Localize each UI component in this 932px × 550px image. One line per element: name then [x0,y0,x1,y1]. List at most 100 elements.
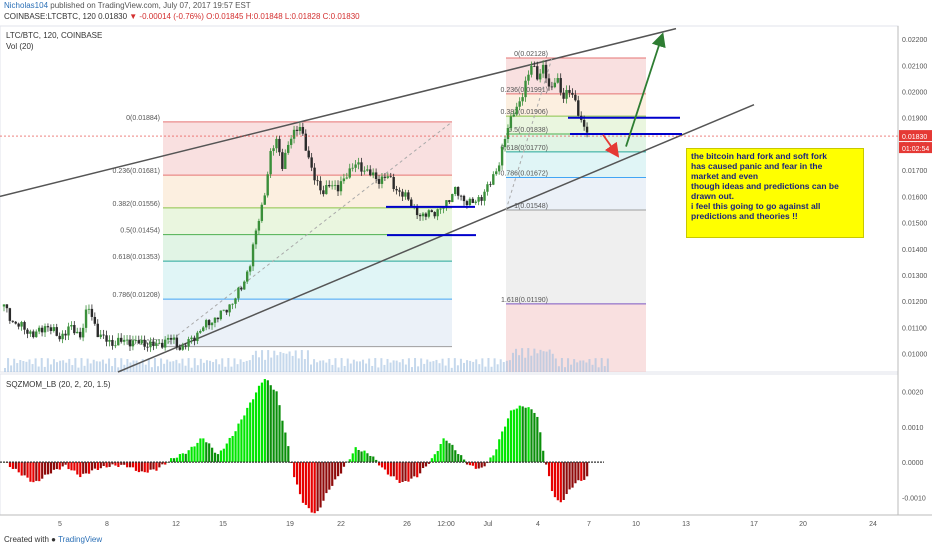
momentum-tick-label: 0.0020 [902,390,924,397]
momentum-bar [413,462,416,477]
time-tick-label: 5 [58,521,62,528]
candle-body [58,335,61,340]
momentum-bar [501,431,504,463]
volume-bar [52,359,55,372]
volume-bar [62,360,65,372]
candle-body [228,304,231,313]
volume-bar [557,366,560,372]
momentum-bar [421,462,425,469]
candle-body [222,309,225,311]
candle-body [316,180,319,182]
momentum-bar [90,462,94,471]
momentum-bar [249,402,252,463]
momentum-bar [131,462,135,468]
momentum-bar [17,462,20,473]
candle-body [289,138,293,145]
candle-body [421,213,425,217]
momentum-bar [49,462,53,474]
momentum-bar [539,432,542,463]
momentum-bar [64,462,67,465]
volume-bar [554,358,557,372]
volume-bar [316,362,319,372]
momentum-bar [35,462,38,481]
volume-bar [407,358,410,372]
momentum-bar [331,462,334,486]
momentum-bar [430,458,433,463]
momentum-bar [378,462,381,466]
volume-bar [80,358,83,372]
volume-bar [65,362,68,372]
momentum-tick-label: 0.0010 [902,425,924,432]
momentum-bar [205,442,208,463]
momentum-bar [383,462,387,470]
indicator-label: SQZMOM_LB (20, 2, 20, 1.5) [6,380,111,389]
momentum-bar [524,407,527,463]
candle-body [550,86,554,88]
volume-bar [334,358,337,372]
price-tick-label: 0.01300 [902,273,927,280]
candle-body [20,322,23,327]
momentum-bar [389,462,392,477]
author-link[interactable]: Nicholas104 [4,1,49,10]
volume-bar [368,358,371,372]
volume-bar [111,366,114,372]
volume-bar [337,367,340,372]
momentum-bar [85,462,88,474]
momentum-bar [498,439,501,463]
time-tick-label: Jul [484,521,493,528]
price-tick-label: 0.02200 [902,37,927,44]
momentum-bar [401,462,404,482]
volume-bar [591,364,594,372]
candle-body [158,342,161,344]
volume-bar [291,355,294,372]
volume-bar [276,355,279,372]
momentum-bar [556,462,559,501]
volume-bar [551,353,554,372]
momentum-bar [310,462,313,513]
volume-bar [478,364,481,372]
candle-body [190,337,193,340]
candle-body [196,332,199,342]
candle-body [509,116,513,129]
momentum-bar [190,446,193,463]
candle-body [8,308,12,321]
time-tick-label: 17 [750,521,758,528]
candle-body [149,341,152,348]
momentum-bar [559,462,562,503]
note-line: i feel this going to go against all [691,201,821,211]
momentum-bar [246,407,249,463]
volume-bar [261,350,264,372]
volume-bar [524,357,527,372]
lower-trendline [117,103,755,373]
volume-bar [270,357,273,372]
candle-body [427,210,431,217]
momentum-bar [468,462,472,466]
momentum-bar [442,438,445,463]
momentum-bar [416,462,419,478]
momentum-bar [512,409,516,463]
candle-body [125,339,129,341]
momentum-bar [489,457,492,463]
price-tick-label: 0.01000 [902,352,927,359]
candle-body [275,138,278,149]
candle-body [336,184,340,192]
momentum-bar [360,451,363,463]
candle-body [181,345,184,350]
volume-bar [28,359,31,372]
candle-body [298,127,302,131]
volume-bar [86,358,89,372]
volume-bar [59,360,62,372]
annotation-note: the bitcoin hard fork and soft fork has c… [686,148,864,238]
momentum-bar [58,462,61,470]
momentum-bar [369,455,372,463]
momentum-bar [319,462,322,508]
tradingview-brand[interactable]: TradingView [58,535,103,544]
fib-right-level-label: 1(0.01548) [514,203,548,210]
candle-body [2,304,6,307]
candle-body [169,337,173,340]
momentum-bar [571,462,574,488]
volume-bar [426,359,429,372]
volume-bar [518,355,521,372]
candle-body [46,326,50,328]
